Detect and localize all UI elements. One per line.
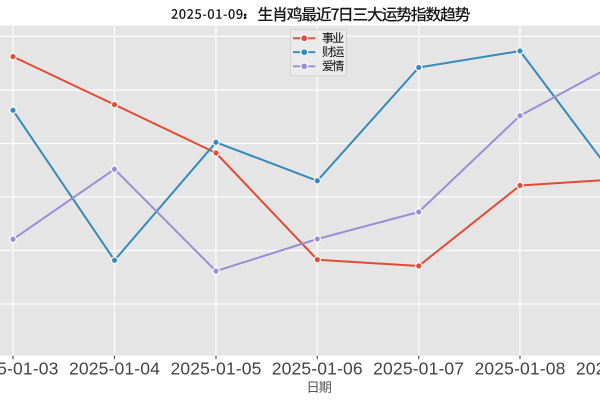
svg-text:2025-01-03: 2025-01-03 — [0, 359, 59, 379]
svg-text:2025-01-07: 2025-01-07 — [373, 359, 464, 379]
svg-text:2025-01-04: 2025-01-04 — [69, 359, 160, 379]
svg-text:2025-01-08: 2025-01-08 — [474, 359, 565, 379]
svg-text:2025-01-06: 2025-01-06 — [272, 359, 363, 379]
svg-text:2025-01-05: 2025-01-05 — [170, 359, 261, 379]
svg-text:2025-01-09: 2025-01-09 — [576, 359, 600, 379]
